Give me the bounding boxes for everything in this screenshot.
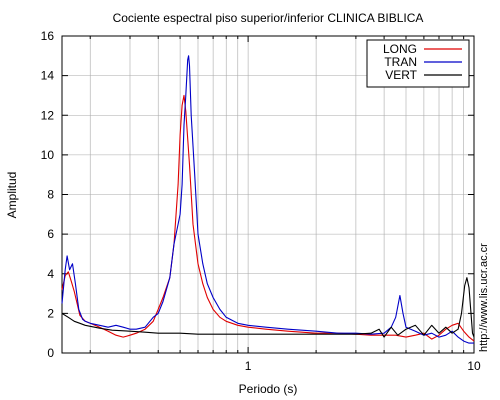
series-line-vert [61,277,475,338]
series-lines [61,55,475,344]
legend-box [366,39,470,88]
series-line-long [61,94,475,342]
watermark: http://www.lis.ucr.ac.cr [478,243,490,352]
legend-label-tran: TRAN [384,55,417,69]
y-tick-label: 4 [47,267,54,281]
y-axis-label: Amplitud [5,172,19,219]
legend-label-vert: VERT [385,68,417,82]
y-tick-label: 2 [47,306,54,320]
y-tick-label: 10 [41,148,55,162]
axis-ticks: 1 10 0 2 4 6 8 10 12 14 16 [41,29,481,373]
y-tick-label: 6 [47,227,54,241]
y-tick-label: 0 [47,346,54,360]
series-line-tran [61,55,474,344]
x-axis-label: Periodo (s) [239,382,298,396]
y-tick-label: 14 [41,69,55,83]
legend-label-long: LONG [383,42,417,56]
chart-title: Cociente espectral piso superior/inferio… [113,11,424,25]
y-tick-label: 16 [41,29,55,43]
x-tick-label: 10 [467,359,481,373]
grid [62,36,474,353]
y-tick-label: 12 [41,108,55,122]
y-tick-label: 8 [47,188,54,202]
x-tick-label: 1 [245,359,252,373]
